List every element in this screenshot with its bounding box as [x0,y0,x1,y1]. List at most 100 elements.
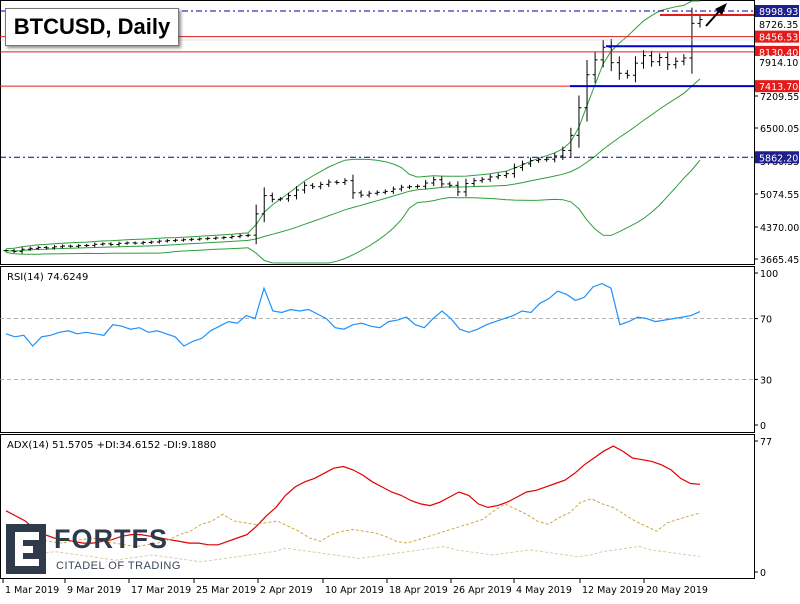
trend-arrow-icon [715,3,727,15]
price-bar [584,59,590,122]
price-bar [261,187,267,223]
price-bar [205,236,211,241]
date-axis-label: 4 May 2019 [516,585,572,596]
brand-logo: FORTFS CITADEL OF TRADING [6,520,196,580]
price-bar [528,157,534,167]
price-bar [576,95,582,148]
date-axis-label: 2 Apr 2019 [260,585,313,596]
price-bar [92,242,98,248]
price-bar [632,56,638,83]
price-bar [189,237,195,242]
price-bar [350,174,356,199]
price-bar [390,186,396,194]
price-bar [156,239,162,244]
price-tag-label: 7413.70 [759,82,798,93]
adx-line [5,445,701,546]
price-bar [366,190,372,198]
rsi-axis-label: 70 [760,315,772,326]
price-bar [213,236,219,240]
price-bar [334,180,340,185]
price-bar [439,176,445,188]
price-bar [253,204,259,245]
price-bar [406,184,412,190]
adx-series [5,445,701,563]
price-bar [277,197,283,202]
price-bar [552,152,558,163]
fortfs-logo-icon [6,524,46,574]
price-bar [294,186,300,200]
price-bar [423,180,429,190]
price-bar [221,235,227,240]
rsi-title: RSI(14) 74.6249 [7,272,88,283]
price-bar [600,39,606,68]
price-axis-label: 7209.55 [760,92,799,103]
price-bar [463,178,469,197]
price-axis-label: 3665.45 [760,255,799,266]
price-bar [310,183,316,189]
price-bar [624,69,630,79]
date-axis-label: 10 Apr 2019 [325,585,384,596]
price-tag-box [755,5,799,17]
adx-title: ADX(14) 51.5705 +DI:34.6152 -DI:9.1880 [7,440,216,451]
rsi-axis-label: 100 [760,269,778,280]
price-axis-label: 5074.55 [760,190,799,201]
price-bar [568,127,574,159]
price-bar [382,189,388,195]
price-bar [164,239,170,243]
price-bar [245,233,251,238]
date-axis-label: 1 Mar 2019 [5,585,59,596]
price-bar [68,244,74,248]
date-axis-label: 17 Mar 2019 [131,585,191,596]
price-tag-box [755,56,799,68]
price-bar [59,244,65,249]
price-tag-label: 7914.10 [759,58,798,69]
price-bar [100,242,106,246]
price-tag-label: 8130.40 [759,48,798,59]
price-tag-label: 8726.35 [759,20,798,31]
rsi-axis-label: 0 [760,421,766,432]
price-bar [76,244,82,248]
price-bar [649,50,655,67]
price-bar [479,176,485,183]
price-bar [665,52,671,70]
upper-band-line [5,0,700,250]
date-axis-label: 18 Apr 2019 [389,585,448,596]
price-bar [697,15,703,28]
price-bar [51,245,57,250]
price-bar [27,246,33,251]
price-bar [536,157,542,163]
price-bar [269,192,275,203]
rsi-pane [0,266,755,433]
price-bar [148,240,154,244]
lower-band-line [5,159,701,264]
date-axis-label: 26 Apr 2019 [453,585,512,596]
price-bar [342,178,348,186]
di-plus-line [5,498,701,547]
price-bar [140,240,146,245]
rsi-axis-label: 30 [760,375,772,386]
price-tag-label: 5862.20 [759,153,798,164]
price-tag-box [755,151,799,164]
middle-band-line [5,78,701,252]
price-tag-box [755,45,799,58]
price-bar [326,179,332,188]
di-minus-line [5,546,701,563]
chart-title: BTCUSD, Daily [5,8,179,46]
price-bar [132,241,138,245]
price-bar [197,237,203,241]
price-bar [43,245,49,250]
price-bar [511,163,517,178]
rsi-line [5,282,701,347]
price-tag-label: 8456.53 [759,33,798,44]
price-tag-box [755,18,799,30]
price-bar [487,174,493,182]
price-bar [447,181,453,188]
axes: 7209.556500.055780.555074.554370.003665.… [2,5,799,596]
price-bar [471,177,477,187]
adx-axis-label: 0 [760,568,766,579]
date-axis-label: 9 Mar 2019 [67,585,121,596]
brand-name: FORTFS [54,524,168,554]
price-bar [592,51,598,83]
